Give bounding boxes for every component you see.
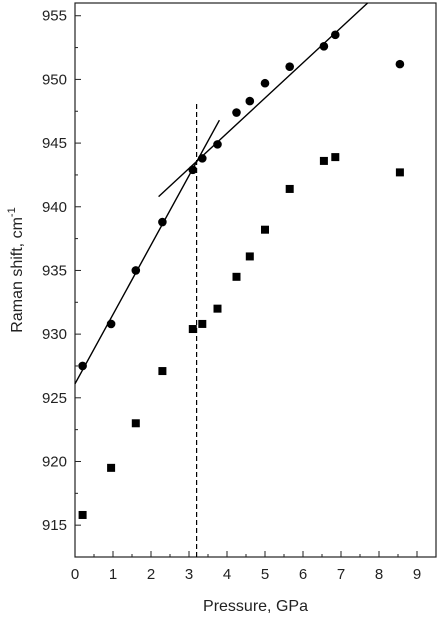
- y-tick-label: 920: [42, 453, 67, 470]
- y-tick-label: 940: [42, 199, 67, 216]
- square-data-point: [395, 168, 404, 177]
- x-tick-label: 0: [71, 566, 79, 583]
- circle-data-point: [232, 108, 241, 117]
- data-points: [78, 30, 405, 519]
- y-tick-label: 945: [42, 135, 67, 152]
- y-tick-label: 930: [42, 326, 67, 343]
- x-tick-label: 6: [299, 566, 307, 583]
- x-tick-label: 9: [413, 566, 421, 583]
- circle-data-point: [285, 62, 295, 71]
- x-tick-label: 4: [223, 566, 231, 583]
- y-axis-title-text: Raman shift, cm: [9, 217, 26, 333]
- square-data-point: [232, 272, 241, 281]
- square-data-point: [213, 304, 222, 313]
- circle-data-point: [260, 78, 270, 88]
- y-tick-label: 925: [42, 390, 67, 407]
- square-data-point: [107, 463, 116, 472]
- plot-area: [74, 2, 437, 558]
- x-tick-label: 5: [261, 566, 269, 583]
- square-data-point: [131, 419, 140, 428]
- y-tick-label: 915: [42, 517, 67, 534]
- fit-line: [74, 119, 221, 385]
- y-tick-label: 935: [42, 262, 67, 279]
- x-axis: 0 1 2 3 4 5 6 7 8 9: [71, 551, 421, 583]
- circle-data-point: [245, 96, 255, 106]
- circle-data-point: [188, 165, 198, 175]
- circle-data-point: [213, 140, 222, 149]
- x-axis-title: Pressure, GPa: [203, 598, 308, 615]
- x-tick-label: 3: [185, 566, 193, 583]
- x-tick-label: 1: [109, 566, 117, 583]
- y-axis: 915 920 925 930 935 940 945 950 955: [42, 8, 81, 534]
- x-tick-label: 7: [337, 566, 345, 583]
- fit-lines: [74, 2, 369, 385]
- plot-frame: [74, 2, 437, 558]
- circle-data-point: [331, 30, 340, 40]
- square-data-point: [158, 367, 167, 376]
- y-axis-title-superscript: -1: [6, 207, 18, 217]
- circle-data-point: [319, 42, 329, 51]
- circle-data-point: [106, 319, 116, 329]
- circle-data-point: [158, 217, 167, 227]
- y-tick-label: 950: [42, 71, 67, 88]
- x-tick-label: 2: [147, 566, 155, 583]
- circle-data-point: [131, 266, 141, 275]
- square-data-point: [245, 252, 254, 261]
- square-data-point: [198, 319, 207, 328]
- square-data-point: [319, 156, 328, 165]
- square-data-point: [78, 510, 87, 519]
- square-data-point: [285, 184, 294, 193]
- circle-data-point: [78, 361, 87, 371]
- square-data-point: [188, 325, 197, 334]
- y-axis-title: Raman shift, cm-1: [6, 207, 26, 332]
- x-tick-label: 8: [375, 566, 383, 583]
- circle-data-point: [198, 154, 207, 163]
- square-data-point: [261, 225, 269, 234]
- circle-data-point: [395, 59, 405, 69]
- y-tick-label: 955: [42, 8, 67, 25]
- square-data-point: [331, 153, 340, 162]
